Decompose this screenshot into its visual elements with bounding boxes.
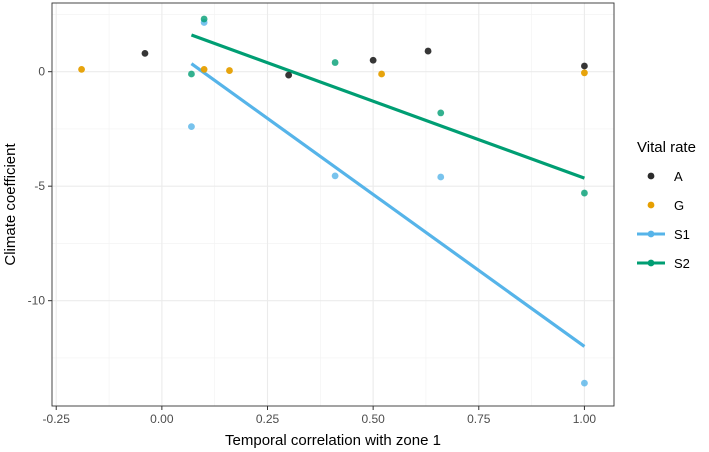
legend-label-a: A <box>674 169 683 184</box>
legend: Vital rate AG S1 S2 <box>637 139 696 271</box>
data-point-s2 <box>437 109 445 117</box>
x-axis-title: Temporal correlation with zone 1 <box>225 432 441 449</box>
legend-label-s2: S2 <box>674 256 690 271</box>
data-points <box>78 15 588 387</box>
legend-point-g <box>647 201 655 209</box>
x-tick-label: 0.50 <box>361 412 385 426</box>
fit-line-s1 <box>190 62 586 348</box>
legend-key-s2 <box>637 259 665 267</box>
panel-background <box>52 3 614 406</box>
data-point-g <box>581 69 588 77</box>
legend-key-s1 <box>637 230 665 238</box>
x-tick-label: 0.25 <box>256 412 280 426</box>
data-point-a <box>285 71 293 79</box>
legend-point-a <box>647 172 655 180</box>
data-point-s1 <box>331 172 339 180</box>
legend-label-s1: S1 <box>674 227 690 242</box>
legend-point-s2 <box>647 259 655 267</box>
data-point-s1 <box>581 379 588 387</box>
data-point-s2 <box>331 59 339 66</box>
grid <box>52 3 614 406</box>
legend-point-s1 <box>647 230 655 238</box>
data-point-a <box>581 62 588 70</box>
y-tick-label: -10 <box>28 294 46 308</box>
data-point-g <box>378 70 385 78</box>
data-point-g <box>226 67 233 74</box>
axes: -0.25 0.00 0.25 0.50 0.75 1.00 0 -5 -10 Temporal … <box>2 2 615 449</box>
data-point-s2 <box>200 15 208 23</box>
data-point-a <box>141 49 149 57</box>
y-axis-title: Climate coefficient <box>2 143 19 266</box>
plot-panel <box>52 3 614 406</box>
data-point-s2 <box>188 70 195 78</box>
data-point-s1 <box>437 173 445 181</box>
legend-key-a <box>647 172 655 180</box>
x-tick-label: 0.00 <box>150 412 174 426</box>
fit-lines <box>190 33 586 348</box>
y-tick-label: -5 <box>34 179 45 193</box>
data-point-a <box>424 47 432 55</box>
y-tick-label: 0 <box>38 65 45 79</box>
x-tick-label: 1.00 <box>573 412 597 426</box>
fit-line-s2 <box>190 33 585 180</box>
legend-label-g: G <box>674 198 684 213</box>
data-point-a <box>369 56 377 64</box>
data-point-s2 <box>581 189 588 197</box>
data-point-g <box>78 66 85 73</box>
data-point-s1 <box>188 123 195 131</box>
x-tick-label: -0.25 <box>43 412 71 426</box>
x-tick-label: 0.75 <box>467 412 491 426</box>
legend-title: Vital rate <box>637 139 696 156</box>
legend-key-g <box>647 201 655 209</box>
data-point-g <box>200 66 208 73</box>
panel-border <box>51 2 615 407</box>
